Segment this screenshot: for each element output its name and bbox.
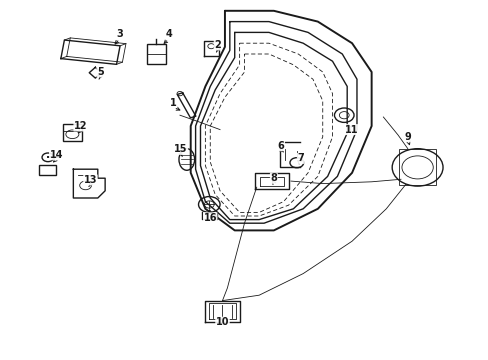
- Text: 6: 6: [277, 141, 284, 151]
- Text: 14: 14: [49, 150, 63, 160]
- Text: 5: 5: [97, 67, 103, 77]
- Text: 9: 9: [404, 132, 411, 142]
- Text: 7: 7: [297, 153, 304, 163]
- Text: 3: 3: [116, 29, 123, 39]
- Text: 10: 10: [215, 317, 229, 327]
- Text: 4: 4: [165, 29, 172, 39]
- Text: 12: 12: [74, 121, 87, 131]
- Text: 16: 16: [203, 213, 217, 223]
- Text: 11: 11: [345, 125, 358, 135]
- Text: 1: 1: [170, 98, 177, 108]
- Text: 15: 15: [174, 144, 187, 154]
- Text: 2: 2: [214, 40, 221, 50]
- Text: 13: 13: [83, 175, 97, 185]
- Text: 8: 8: [270, 173, 277, 183]
